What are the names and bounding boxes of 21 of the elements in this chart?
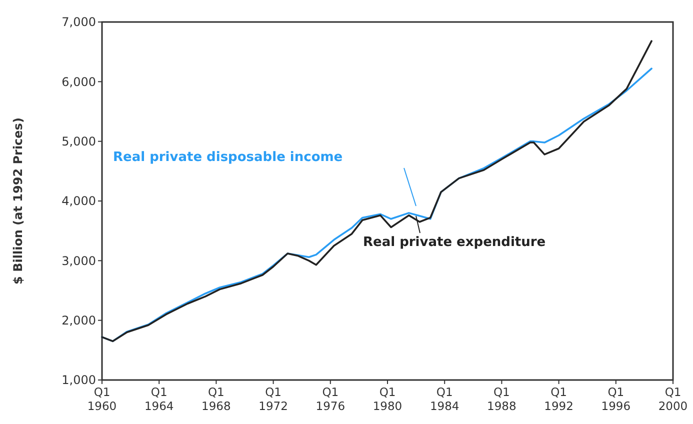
legend-label: Real private expenditure (363, 235, 546, 250)
x-tick-label: Q1 1988 (487, 385, 516, 413)
x-tick-label: Q1 2000 (658, 385, 688, 413)
x-tick-label: Q1 1960 (87, 385, 117, 413)
x-tick-label: Q1 1984 (430, 385, 460, 413)
x-tick-label: Q1 1972 (258, 385, 288, 413)
y-tick-label: 1,000 (62, 373, 96, 388)
x-tick-label: Q1 1976 (316, 385, 346, 413)
x-tick-label: Q1 1980 (372, 385, 402, 413)
y-tick-label: 4,000 (62, 194, 96, 208)
y-tick-label: 3,000 (62, 254, 96, 268)
text: Real private disposable income (113, 150, 343, 165)
y-tick-label: 5,000 (62, 134, 96, 149)
x-tick-label: Q1 1996 (601, 385, 631, 413)
y-tick-label: 6,000 (62, 74, 96, 89)
y-tick-label: 7,000 (62, 15, 96, 30)
x-tick-label: Q1 1968 (202, 385, 231, 413)
y-axis-title: $ Billion (at 1992 Prices) (11, 118, 25, 284)
x-tick-label: Q1 1992 (544, 385, 574, 413)
x-tick-label: Q1 1964 (144, 385, 174, 413)
y-tick-label: 2,000 (62, 314, 96, 328)
